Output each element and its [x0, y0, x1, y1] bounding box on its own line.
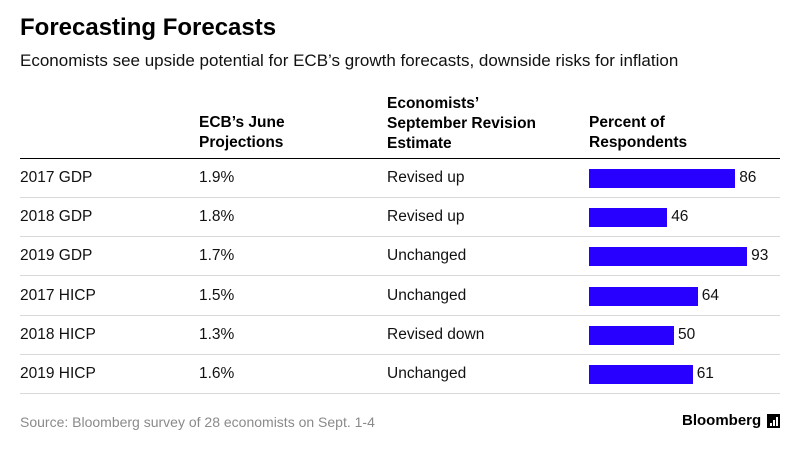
header-revision-line-1: Economists’ — [387, 95, 480, 112]
percent-bar — [589, 365, 693, 384]
projection-value: 1.5% — [199, 286, 235, 304]
table-row: 2019 GDP 1.7% Unchanged 93 — [20, 237, 780, 277]
source-note: Source: Bloomberg survey of 28 economist… — [20, 414, 375, 430]
header-projections-line-2: Projections — [199, 134, 284, 151]
header-percent-line-1: Percent of — [589, 114, 665, 131]
percent-value: 46 — [671, 208, 689, 226]
row-label: 2017 GDP — [20, 169, 93, 186]
revision-estimate: Unchanged — [387, 286, 467, 304]
table-row: 2019 HICP 1.6% Unchanged 61 — [20, 355, 780, 394]
row-divider — [20, 393, 780, 394]
table-row: 2018 HICP 1.3% Revised down 50 — [20, 316, 780, 355]
row-label: 2018 GDP — [20, 208, 93, 226]
row-label: 2017 HICP — [20, 286, 96, 304]
header-percent: Percent of Respondents — [589, 113, 687, 153]
chart-subtitle: Economists see upside potential for ECB’… — [20, 51, 679, 70]
row-divider — [20, 275, 780, 277]
percent-value: 50 — [678, 325, 696, 343]
header-percent-line-2: Respondents — [589, 134, 688, 151]
header-projections-line-1: ECB’s June — [199, 114, 285, 131]
header-revision: Economists’ September Revision Estimate — [387, 94, 536, 154]
row-divider — [20, 314, 780, 316]
table-row: 2017 HICP 1.5% Unchanged 64 — [20, 277, 780, 316]
projection-value: 1.8% — [199, 208, 235, 226]
revision-estimate: Unchanged — [387, 365, 467, 382]
bar-chart-icon — [767, 414, 780, 428]
chart-title: Forecasting Forecasts — [20, 14, 277, 41]
percent-bar — [589, 286, 698, 306]
table-row: 2017 GDP 1.9% Revised up 86 — [20, 159, 780, 198]
percent-value: 86 — [739, 169, 757, 186]
row-label: 2019 HICP — [20, 365, 96, 382]
header-revision-line-3: Estimate — [387, 135, 452, 152]
header-projections: ECB’s June Projections — [199, 113, 285, 153]
revision-estimate: Unchanged — [387, 247, 467, 265]
row-label: 2019 GDP — [20, 247, 93, 265]
projection-value: 1.6% — [199, 365, 235, 382]
projection-value: 1.7% — [199, 247, 235, 265]
row-label: 2018 HICP — [20, 325, 96, 343]
header-divider — [20, 158, 780, 159]
projection-value: 1.3% — [199, 325, 235, 343]
table-row: 2018 GDP 1.8% Revised up 46 — [20, 198, 780, 238]
row-divider — [20, 353, 780, 355]
percent-bar — [589, 208, 668, 228]
percent-bar — [589, 325, 674, 345]
row-divider — [20, 236, 780, 238]
brand-logo: Bloomberg — [682, 412, 762, 429]
revision-estimate: Revised up — [387, 169, 465, 186]
row-divider — [20, 197, 780, 198]
percent-value: 61 — [696, 365, 714, 382]
percent-bar — [589, 169, 736, 188]
revision-estimate: Revised down — [387, 325, 485, 343]
header-revision-line-2: September Revision — [387, 115, 537, 132]
percent-bar — [589, 247, 748, 267]
revision-estimate: Revised up — [387, 208, 465, 226]
percent-value: 64 — [701, 286, 720, 304]
percent-value: 93 — [751, 247, 769, 265]
projection-value: 1.9% — [199, 169, 235, 186]
